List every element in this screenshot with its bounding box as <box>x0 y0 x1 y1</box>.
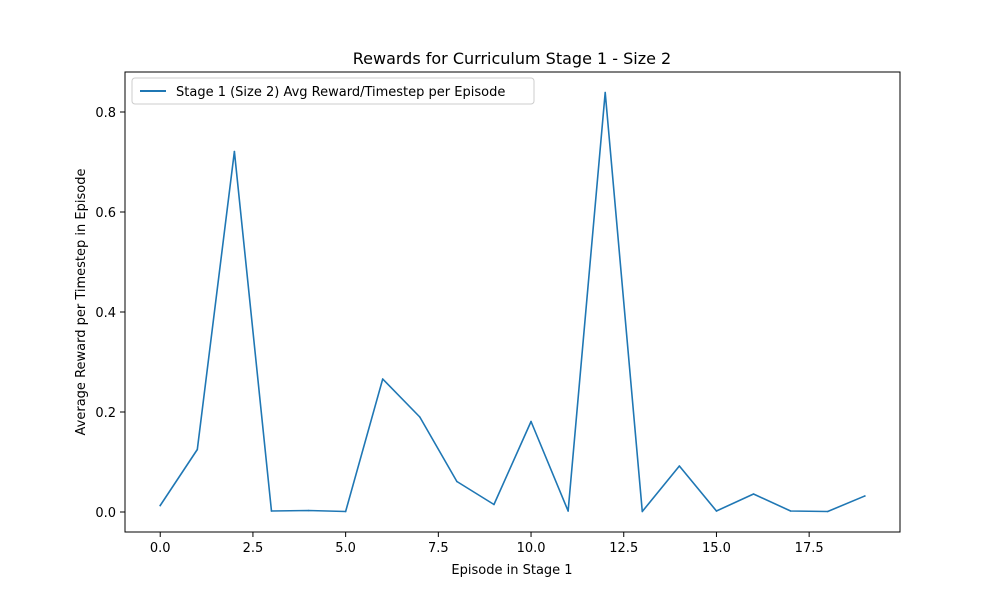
legend-entry-label: Stage 1 (Size 2) Avg Reward/Timestep per… <box>176 85 505 100</box>
y-axis-label: Average Reward per Timestep in Episode <box>74 169 89 436</box>
y-tick-label: 0.8 <box>95 106 116 121</box>
x-tick-label: 10.0 <box>517 541 546 556</box>
x-tick-label: 17.5 <box>795 541 824 556</box>
y-tick-label: 0.4 <box>95 306 116 321</box>
data-point <box>159 504 162 507</box>
data-point <box>826 510 829 513</box>
y-tick-label: 0.0 <box>95 506 116 521</box>
data-point <box>196 448 199 451</box>
x-tick-label: 12.5 <box>609 541 638 556</box>
data-point <box>715 510 718 512</box>
data-point <box>789 510 792 512</box>
legend: Stage 1 (Size 2) Avg Reward/Timestep per… <box>131 77 535 105</box>
plot-area-frame <box>124 71 901 533</box>
x-tick-label: 0.0 <box>150 541 171 556</box>
data-point <box>493 503 495 506</box>
data-point <box>381 378 384 380</box>
data-point <box>567 510 569 512</box>
series-layer <box>159 91 866 513</box>
data-point <box>604 91 607 94</box>
data-point <box>270 510 273 512</box>
y-tick-label: 0.6 <box>95 206 116 221</box>
data-point <box>307 509 310 512</box>
legend-box <box>131 77 535 105</box>
series-line <box>159 91 866 513</box>
chart-title: Rewards for Curriculum Stage 1 - Size 2 <box>353 49 671 68</box>
x-tick-label: 15.0 <box>702 541 731 556</box>
data-point <box>641 510 644 513</box>
y-axis-ticks: 0.0 0.2 0.4 0.6 0.8 <box>95 106 125 521</box>
x-axis-label: Episode in Stage 1 <box>451 563 572 578</box>
x-axis-ticks: 0.0 2.5 5.0 7.5 10.0 12.5 15.0 17.5 <box>150 532 824 556</box>
data-point <box>456 480 458 483</box>
data-point <box>344 510 347 513</box>
data-point <box>752 493 755 495</box>
x-tick-label: 5.0 <box>335 541 356 556</box>
x-tick-label: 2.5 <box>243 541 264 556</box>
data-point <box>863 495 866 497</box>
data-point <box>418 416 421 418</box>
data-point <box>233 150 236 153</box>
x-tick-label: 7.5 <box>428 541 449 556</box>
data-point <box>530 420 532 423</box>
y-tick-label: 0.2 <box>95 406 116 421</box>
data-point <box>678 465 681 467</box>
